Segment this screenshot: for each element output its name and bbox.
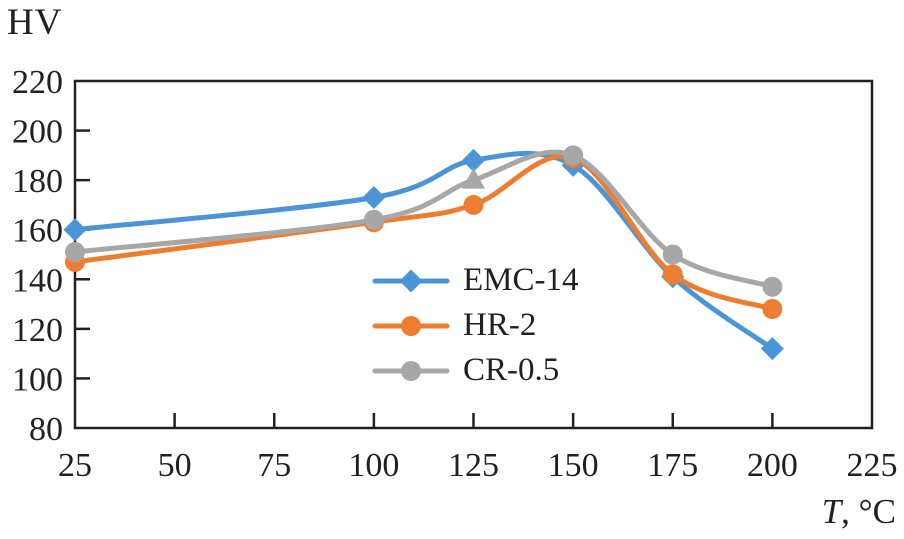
y-tick-label: 200 [12,114,63,151]
legend-label-cr-0-5: CR-0.5 [463,352,560,388]
y-axis-title: HV [7,2,63,43]
legend: EMC-14 HR-2 CR-0.5 [372,258,579,393]
legend-item-emc-14: EMC-14 [372,258,579,303]
x-axis-title: T, °C [822,492,896,532]
legend-label-hr-2: HR-2 [463,307,537,343]
legend-marker-CR-0.5 [401,360,421,381]
marker-CR-0.5-100 [363,209,384,230]
x-tick-label: 75 [257,447,291,484]
marker-HR-2-175 [662,264,683,285]
marker-CR-0.5-200 [762,276,783,297]
x-tick-label: 125 [448,447,499,484]
legend-marker-HR-2 [401,315,421,336]
marker-EMC-14-100 [362,185,386,209]
x-tick-label: 100 [348,447,399,484]
x-tick-label: 200 [747,447,798,484]
legend-swatch-emc-14 [372,269,450,292]
legend-item-hr-2: HR-2 [372,303,579,348]
series-CR-0.5 [65,145,783,297]
y-tick-label: 80 [29,411,63,448]
marker-CR-0.5-150 [563,145,584,166]
marker-CR-0.5-25 [65,242,85,263]
marker-EMC-14-125 [462,148,485,172]
marker-HR-2-125 [463,194,484,215]
legend-marker-EMC-14 [399,269,423,292]
y-tick-label: 140 [12,262,63,299]
y-tick-label: 100 [12,361,63,398]
marker-EMC-14-25 [63,218,87,242]
legend-label-emc-14: EMC-14 [463,262,579,298]
x-tick-label: 175 [647,447,698,484]
x-tick-label: 225 [847,447,898,484]
y-tick-label: 160 [12,213,63,250]
legend-swatch-hr-2 [372,315,450,336]
x-tick-label: 150 [548,447,599,484]
x-tick-label: 25 [58,447,92,484]
x-tick-label: 50 [158,447,192,484]
marker-HR-2-200 [762,299,783,320]
legend-swatch-cr-0-5 [372,360,450,381]
y-tick-label: 220 [12,64,63,101]
legend-item-cr-0-5: CR-0.5 [372,348,579,393]
marker-CR-0.5-175 [662,244,683,265]
x-axis-title-unit: , °C [841,492,896,531]
y-tick-label: 180 [12,163,63,200]
y-tick-label: 120 [12,312,63,349]
marker-CR-0.5-125 [462,168,485,189]
x-axis-title-variable: T [821,492,842,531]
marker-EMC-14-200 [760,337,784,361]
